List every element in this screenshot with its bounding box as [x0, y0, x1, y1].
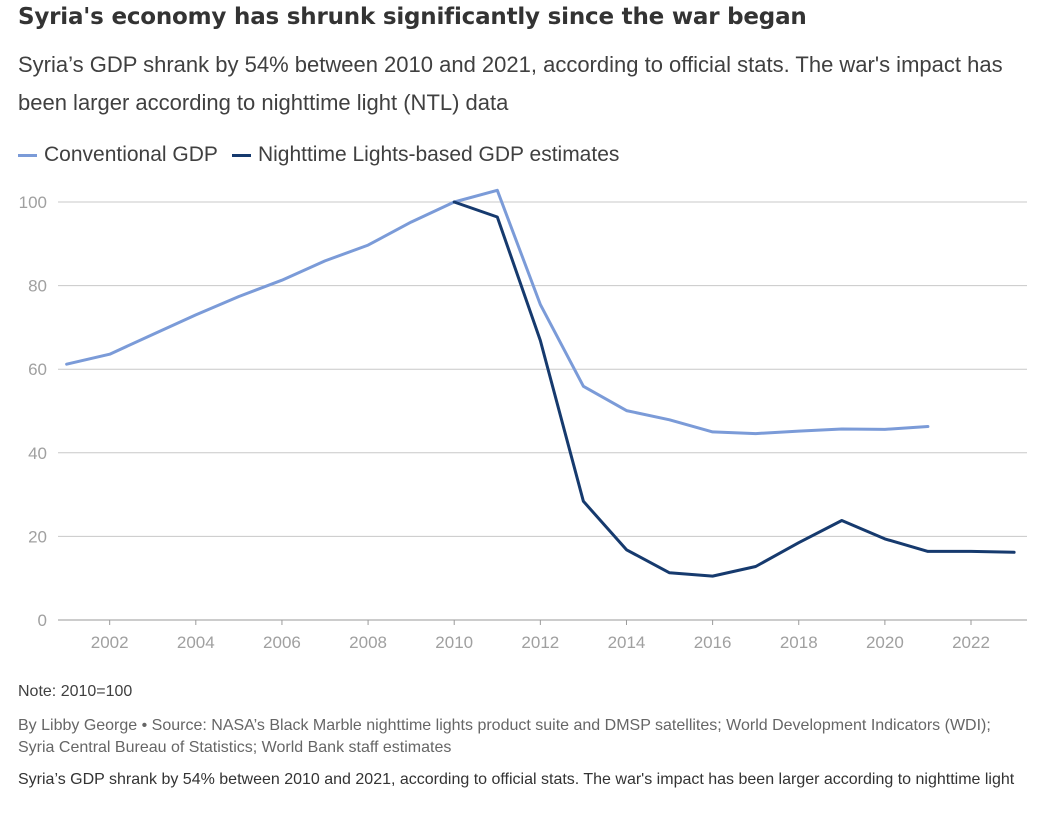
x-tick-label-2010: 2010: [435, 633, 473, 652]
y-tick-label-0: 0: [38, 611, 47, 630]
legend-item-ntl-gdp: Nighttime Lights-based GDP estimates: [231, 143, 620, 167]
x-tick-label-2004: 2004: [177, 633, 215, 652]
x-tick-label-2002: 2002: [91, 633, 129, 652]
chart-caption: Syria’s GDP shrank by 54% between 2010 a…: [18, 771, 1015, 788]
y-tick-label-100: 100: [19, 193, 47, 212]
y-tick-label-40: 40: [28, 444, 47, 463]
source-byline: By Libby George • Source: NASA’s Black M…: [18, 717, 991, 756]
y-tick-label-80: 80: [28, 277, 47, 296]
x-tick-label-2016: 2016: [694, 633, 732, 652]
x-tick-label-2020: 2020: [866, 633, 904, 652]
y-tick-label-60: 60: [28, 360, 47, 379]
legend-swatch-conventional-gdp: [18, 153, 37, 157]
x-tick-label-2018: 2018: [780, 633, 818, 652]
x-tick-label-2006: 2006: [263, 633, 301, 652]
chart-subtitle: Syria’s GDP shrank by 54% between 2010 a…: [18, 52, 1003, 115]
x-tick-label-2014: 2014: [608, 633, 646, 652]
chart-legend: Conventional GDP Nighttime Lights-based …: [18, 143, 633, 167]
legend-item-conventional-gdp: Conventional GDP: [18, 143, 218, 167]
series-line-ntl-gdp-line: [452, 200, 1016, 578]
x-tick-label-2022: 2022: [952, 633, 990, 652]
chart-note: Note: 2010=100: [18, 683, 133, 700]
x-tick-label-2008: 2008: [349, 633, 387, 652]
legend-label-conventional-gdp: Conventional GDP: [44, 143, 218, 166]
chart-title: Syria's economy has shrunk significantly…: [18, 4, 807, 30]
series-line-conventional-gdp-line: [65, 188, 930, 436]
legend-swatch-ntl-gdp: [231, 153, 251, 157]
x-tick-label-2012: 2012: [521, 633, 559, 652]
legend-label-ntl-gdp: Nighttime Lights-based GDP estimates: [257, 143, 620, 166]
y-tick-label-20: 20: [28, 527, 47, 546]
